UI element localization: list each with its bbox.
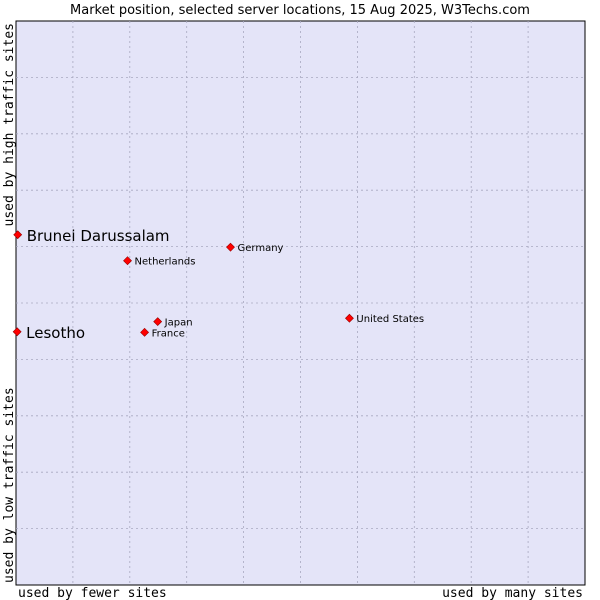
point-label-japan: Japan: [164, 318, 193, 329]
point-brunei-darussalam: [13, 230, 23, 240]
point-label-france: France: [152, 328, 185, 339]
point-france: [140, 327, 150, 337]
point-label-netherlands: Netherlands: [135, 257, 196, 268]
point-label-brunei-darussalam: Brunei Darussalam: [27, 227, 170, 245]
x-axis-label-right: used by many sites: [442, 586, 583, 600]
point-lesotho: [12, 327, 22, 337]
data-points: Brunei Darussalam Lesotho Germany Netherlan…: [12, 227, 424, 342]
point-label-germany: Germany: [238, 243, 284, 254]
point-label-lesotho: Lesotho: [26, 324, 85, 342]
y-axis-label-top: used by high traffic sites: [2, 23, 17, 227]
x-axis-label-left: used by fewer sites: [18, 586, 167, 600]
point-netherlands: [123, 256, 132, 266]
point-japan: [153, 317, 163, 327]
point-united-states: [345, 313, 354, 323]
point-label-united-states: United States: [356, 314, 424, 325]
point-germany: [226, 242, 235, 252]
y-axis-label-bottom: used by low traffic sites: [2, 387, 17, 583]
gridlines: [16, 21, 585, 585]
chart-title: Market position, selected server locatio…: [70, 3, 530, 18]
